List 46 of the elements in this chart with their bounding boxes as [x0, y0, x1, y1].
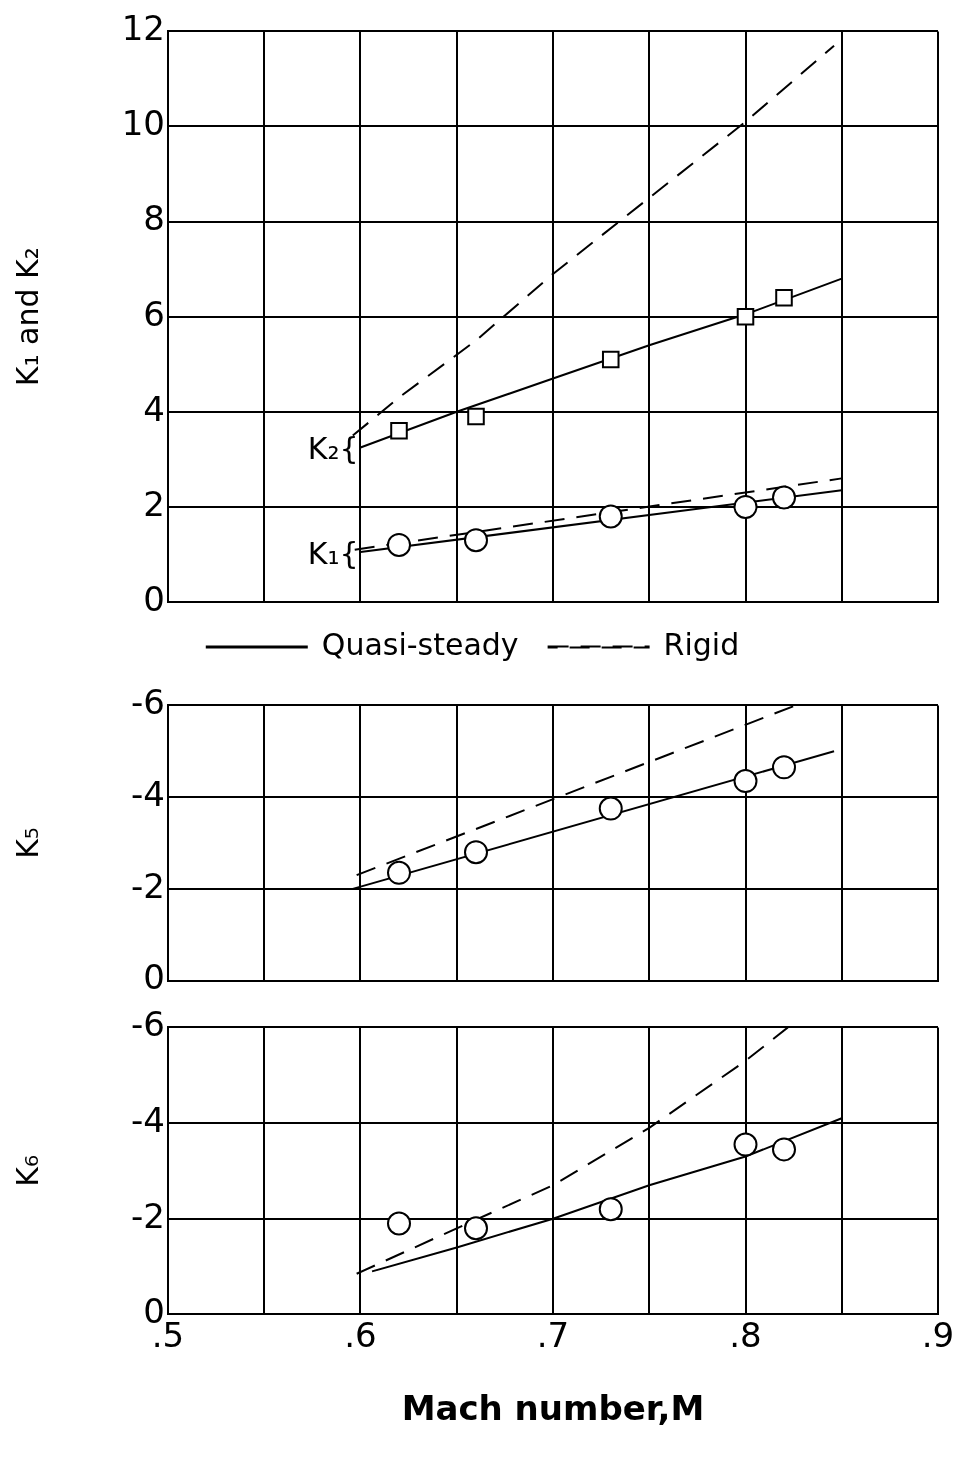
point: [464, 1216, 488, 1241]
point: [387, 532, 411, 557]
y-tick-label: 6: [143, 293, 165, 334]
y-axis-title: K₅: [9, 827, 45, 859]
y-tick-label: 8: [143, 198, 165, 239]
annotation: K₁{: [307, 535, 359, 571]
y-tick-label: -2: [131, 865, 165, 906]
x-tick-label: .7: [536, 1314, 570, 1355]
point: [467, 407, 485, 426]
y-tick-label: -6: [131, 1004, 165, 1045]
y-axis-title: K₁ and K₂: [9, 247, 45, 387]
point: [387, 1211, 411, 1236]
point: [598, 1197, 623, 1222]
y-axis-title: K₆: [9, 1155, 45, 1187]
point: [464, 840, 488, 865]
point: [775, 288, 793, 307]
x-tick-label: .8: [729, 1314, 762, 1355]
legend-label: Rigid: [663, 626, 740, 662]
y-tick-label: 0: [143, 957, 165, 998]
point: [772, 1137, 796, 1162]
point: [733, 1132, 758, 1157]
point: [733, 494, 758, 519]
point: [733, 769, 758, 794]
y-tick-label: 4: [143, 388, 165, 429]
point: [598, 796, 623, 821]
x-tick-label: .6: [344, 1314, 377, 1355]
y-tick-label: -6: [131, 682, 165, 723]
y-tick-label: 12: [121, 8, 165, 49]
point: [387, 860, 411, 885]
y-tick-label: -2: [131, 1195, 165, 1236]
y-tick-label: 2: [143, 483, 165, 524]
y-tick-label: -4: [131, 1099, 165, 1140]
y-tick-label: 10: [121, 103, 165, 144]
point: [736, 307, 755, 326]
legend-label: Quasi-steady: [321, 626, 519, 662]
point: [601, 350, 620, 369]
x-axis-title: Mach number,M: [401, 1388, 705, 1429]
annotation: K₂{: [307, 431, 359, 467]
point: [598, 504, 623, 529]
y-tick-label: 0: [143, 578, 165, 619]
y-tick-label: -4: [131, 773, 165, 814]
point: [390, 422, 408, 440]
point: [464, 528, 488, 553]
point: [772, 485, 796, 510]
point: [772, 755, 796, 780]
x-tick-label: .9: [921, 1314, 955, 1355]
